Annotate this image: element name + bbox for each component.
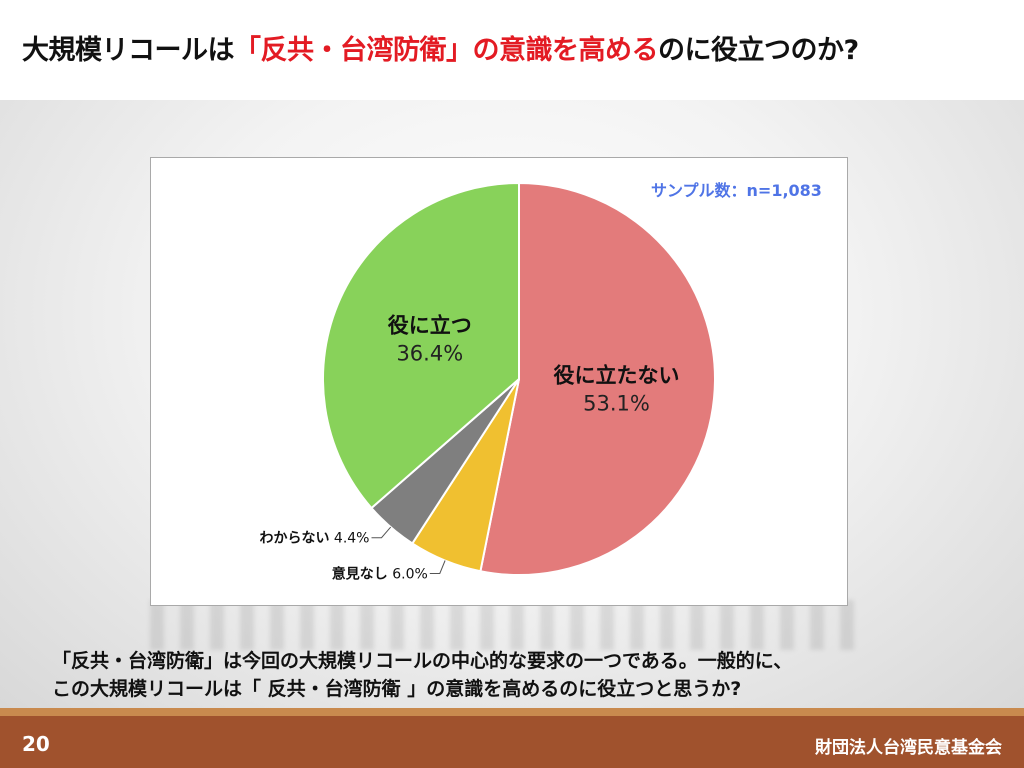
slice-value-label: 53.1%: [583, 392, 650, 416]
title-bar: 大規模リコールは「反共・台湾防衛」の意識を高めるのに役立つのか?: [0, 0, 1024, 100]
pie-slice: [479, 181, 716, 576]
slice-label: 役に立たない: [554, 364, 680, 388]
sample-size-label: サンプル数：n=1,083: [651, 181, 822, 200]
question-line2: この大規模リコールは「 反共・台湾防衛 」の意識を高めるのに役立つと思うか?: [52, 678, 742, 700]
footer-accent-line: [0, 708, 1024, 716]
organization-name: 財団法人台湾民意基金会: [815, 738, 1002, 758]
slice-outside-label: 意見なし 6.0%: [332, 566, 428, 583]
leader-line: [429, 560, 446, 574]
leader-line: [371, 526, 392, 539]
survey-question: 「反共・台湾防衛」は今回の大規模リコールの中心的な要求の一つである。一般的に、こ…: [52, 647, 792, 703]
footer: [0, 708, 1024, 768]
background-crowd: [150, 600, 870, 650]
page-number: 20: [22, 732, 50, 756]
pie-slice: [322, 181, 520, 510]
slide-title: 大規模リコールは「反共・台湾防衛」の意識を高めるのに役立つのか?: [22, 28, 859, 67]
title-part2: のに役立つのか?: [658, 35, 859, 66]
chart-frame: サンプル数：n=1,083 役に立たない 53.1% 意見なし 6.0% わからない 4…: [150, 157, 848, 606]
slice-value-label: 36.4%: [396, 342, 463, 366]
slice-label: 役に立つ: [388, 314, 472, 338]
question-line1: 「反共・台湾防衛」は今回の大規模リコールの中心的な要求の一つである。一般的に、: [52, 650, 793, 672]
slice-outside-label: わからない 4.4%: [259, 531, 369, 547]
pie-chart: サンプル数：n=1,083 役に立たない 53.1% 意見なし 6.0% わからない 4…: [259, 181, 822, 583]
title-part1: 大規模リコールは: [22, 35, 235, 66]
title-highlight: 「反共・台湾防衛」の意識を高める: [234, 35, 659, 66]
